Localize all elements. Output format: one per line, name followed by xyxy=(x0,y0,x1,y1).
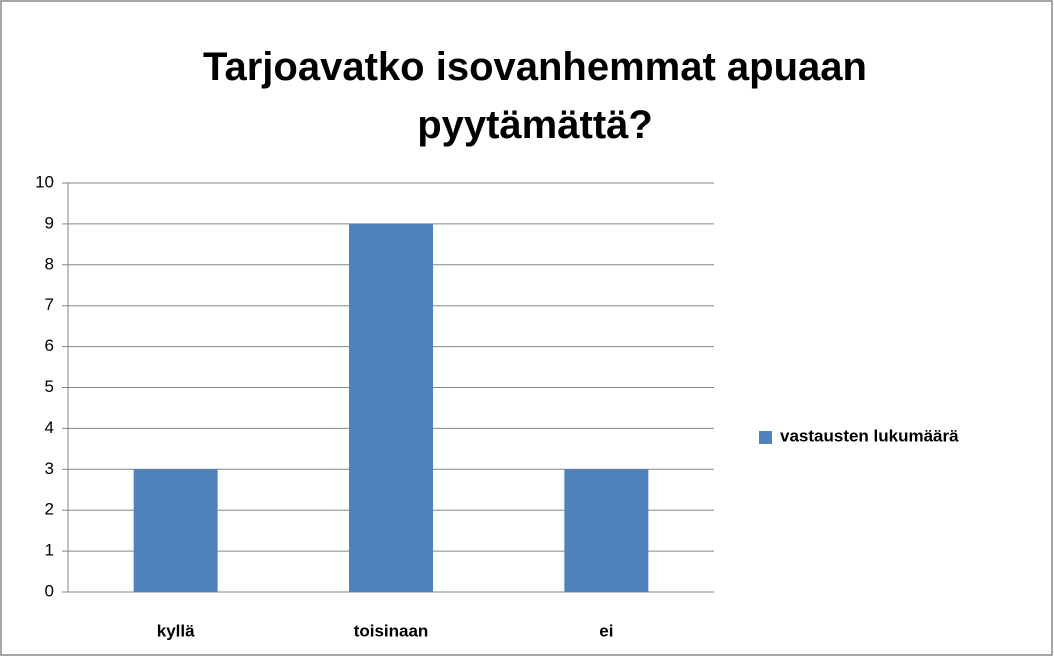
bar xyxy=(133,469,218,592)
y-tick-label: 9 xyxy=(45,213,54,232)
legend-swatch xyxy=(759,431,772,444)
bar xyxy=(349,223,433,592)
y-tick-label: 5 xyxy=(45,377,54,396)
y-tick-label: 4 xyxy=(45,418,54,437)
x-tick-label: ei xyxy=(599,621,613,640)
y-tick-label: 6 xyxy=(45,336,54,355)
chart-title: Tarjoavatko isovanhemmat apuaan pyytämät… xyxy=(203,45,867,147)
bar xyxy=(564,469,649,592)
x-tick-label: kyllä xyxy=(157,621,195,640)
y-tick-label: 8 xyxy=(45,254,54,273)
y-tick-label: 2 xyxy=(45,500,54,519)
y-tick-label: 1 xyxy=(45,541,54,560)
y-tick-label: 7 xyxy=(45,295,54,314)
y-tick-label: 0 xyxy=(45,581,54,600)
x-tick-label: toisinaan xyxy=(354,621,429,640)
y-tick-label: 10 xyxy=(35,172,54,191)
legend-label: vastausten lukumäärä xyxy=(780,426,959,445)
y-tick-label: 3 xyxy=(45,459,54,478)
